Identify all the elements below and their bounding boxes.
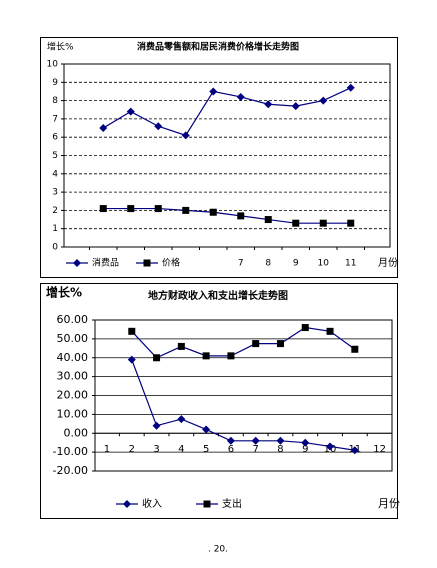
- y-tick-label: -20.00: [53, 464, 88, 477]
- chart-title: 地方财政收入和支出增长走势图: [148, 289, 288, 302]
- y-tick-label: 40.00: [57, 351, 89, 364]
- marker: [346, 83, 355, 92]
- y-tick-label: 50.00: [57, 332, 89, 345]
- marker: [292, 219, 300, 227]
- marker: [291, 102, 300, 111]
- y-tick-label: 0: [52, 243, 58, 253]
- x-tick-label: 9: [302, 444, 308, 455]
- x-tick-label: 5: [203, 444, 209, 455]
- y-tick-label: 30.00: [57, 370, 89, 383]
- x-tick-label: 10: [318, 259, 330, 269]
- x-tick-label: 1: [104, 444, 110, 455]
- y-tick-label: 8: [52, 96, 58, 106]
- marker: [351, 345, 359, 353]
- x-axis-label: 月份: [378, 257, 398, 269]
- chart-frame: [40, 37, 398, 278]
- y-tick-label: 5: [52, 151, 58, 161]
- legend-marker: [143, 259, 151, 267]
- y-axis-label: 增长%: [47, 41, 74, 53]
- marker: [182, 206, 190, 214]
- y-tick-label: 9: [52, 78, 58, 88]
- y-tick-label: -10.00: [53, 445, 88, 458]
- legend-label: 支出: [222, 497, 242, 510]
- marker: [301, 438, 310, 447]
- x-tick-label: 12: [373, 444, 386, 455]
- x-tick-label: 8: [277, 444, 283, 455]
- legend-label: 收入: [142, 497, 162, 510]
- marker: [326, 327, 334, 335]
- marker: [319, 96, 328, 105]
- x-tick-label: 4: [178, 444, 184, 455]
- x-tick-label: 6: [228, 444, 234, 455]
- y-tick-label: 2: [52, 206, 58, 216]
- marker: [252, 340, 260, 348]
- x-tick-label: 11: [345, 259, 356, 269]
- marker: [347, 219, 355, 227]
- marker: [153, 354, 161, 362]
- y-tick-label: 20.00: [57, 389, 89, 402]
- marker: [127, 355, 136, 364]
- x-tick-label: 7: [238, 259, 244, 269]
- y-tick-label: 3: [52, 188, 58, 198]
- marker: [227, 352, 235, 360]
- x-tick-label: 9: [293, 259, 299, 269]
- marker: [301, 324, 309, 332]
- marker: [226, 436, 235, 445]
- marker: [154, 205, 162, 213]
- marker: [276, 436, 285, 445]
- y-tick-label: 1: [52, 224, 58, 234]
- marker: [209, 208, 217, 216]
- marker: [264, 216, 272, 224]
- marker: [326, 442, 335, 451]
- marker: [154, 122, 163, 131]
- marker: [99, 124, 108, 133]
- x-tick-label: 2: [129, 444, 135, 455]
- x-tick-label: 3: [153, 444, 159, 455]
- series-line: [131, 359, 355, 451]
- marker: [127, 205, 135, 213]
- marker: [152, 421, 161, 430]
- marker: [202, 425, 211, 434]
- marker: [126, 107, 135, 116]
- legend-marker: [123, 500, 131, 508]
- x-tick-label: 7: [253, 444, 259, 455]
- chart-frame: [40, 283, 398, 519]
- marker: [350, 446, 359, 455]
- series-line: [131, 326, 356, 359]
- y-tick-label: 10.00: [57, 407, 89, 420]
- y-axis-label: 增长%: [46, 285, 82, 300]
- marker: [177, 415, 186, 424]
- legend-marker: [73, 259, 81, 267]
- marker: [128, 327, 136, 335]
- y-tick-label: 4: [52, 169, 58, 179]
- series-line: [103, 207, 351, 224]
- marker: [177, 342, 185, 350]
- y-tick-label: 60.00: [57, 313, 89, 326]
- y-tick-label: 0.00: [64, 426, 89, 439]
- y-tick-label: 7: [52, 114, 58, 124]
- marker: [99, 205, 107, 213]
- marker: [236, 92, 245, 101]
- y-tick-label: 6: [52, 133, 58, 143]
- marker: [209, 87, 218, 96]
- legend-label: 价格: [162, 257, 180, 269]
- x-axis-label: 月份: [378, 497, 400, 510]
- y-tick-label: 10: [47, 60, 59, 70]
- legend-label: 消费品: [92, 257, 119, 269]
- series-line: [102, 87, 352, 137]
- legend-marker: [203, 500, 211, 508]
- x-tick-label: 8: [265, 259, 271, 269]
- marker: [181, 131, 190, 140]
- marker: [319, 219, 327, 227]
- marker: [202, 352, 210, 360]
- marker: [237, 212, 245, 220]
- chart-title: 消费品零售额和居民消费价格增长走势图: [137, 41, 299, 53]
- marker: [276, 340, 284, 348]
- marker: [251, 436, 260, 445]
- marker: [264, 100, 273, 109]
- page-number: . 20.: [208, 545, 228, 555]
